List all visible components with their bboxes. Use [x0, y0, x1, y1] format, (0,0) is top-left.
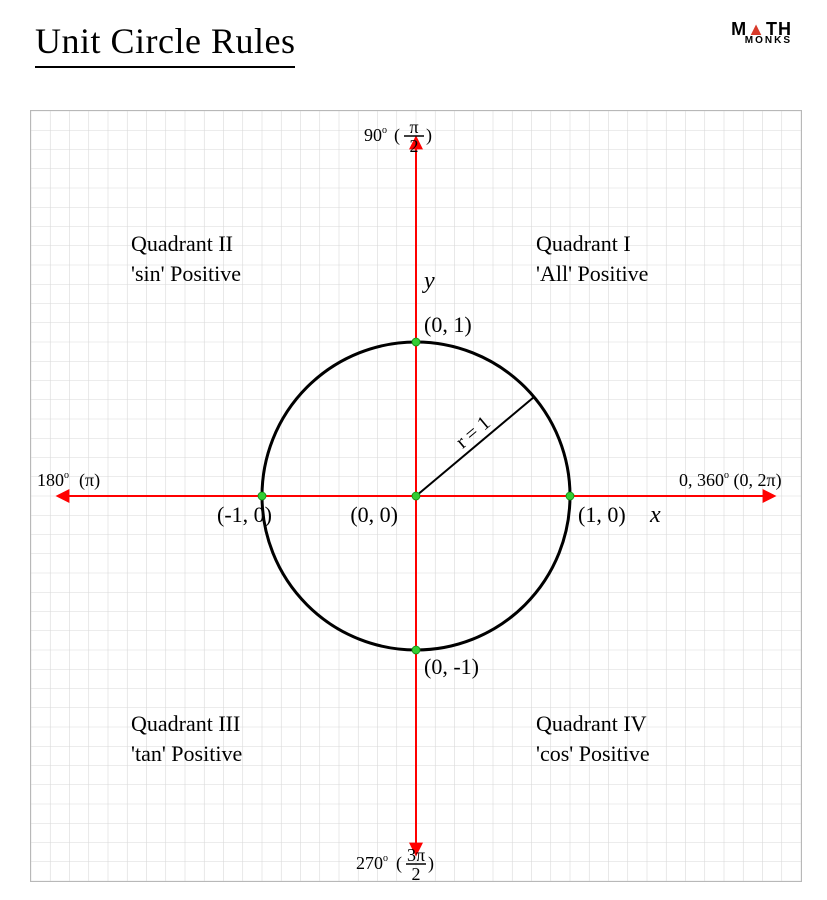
svg-text:2: 2	[410, 136, 419, 156]
svg-text:180o: 180o	[37, 470, 69, 490]
point-top	[412, 338, 420, 346]
label-bottom: (0, -1)	[424, 654, 479, 679]
label-right: (1, 0)	[578, 502, 626, 527]
quadrant-2-line1: Quadrant II	[131, 231, 233, 256]
label-center: (0, 0)	[350, 502, 398, 527]
quadrant-2-line2: 'sin' Positive	[131, 261, 241, 286]
unit-circle-diagram: r = 1(0, 0)(1, 0)(0, 1)(-1, 0)(0, -1)xy9…	[30, 110, 802, 882]
label-left: (-1, 0)	[217, 502, 272, 527]
quadrant-1-line2: 'All' Positive	[536, 261, 648, 286]
label-top: (0, 1)	[424, 312, 472, 337]
angle-label-top: 90o ( π2)	[364, 117, 432, 156]
page-title: Unit Circle Rules	[35, 20, 295, 68]
svg-text:270o: 270o	[356, 853, 388, 873]
svg-text:): )	[426, 125, 432, 146]
point-center	[412, 492, 420, 500]
point-bottom	[412, 646, 420, 654]
svg-text:0, 360o (0, 2π): 0, 360o (0, 2π)	[679, 470, 782, 491]
angle-label-left: 180o (π)	[37, 470, 100, 491]
angle-label-bottom: 270o (3π2)	[356, 845, 434, 881]
svg-text:90o: 90o	[364, 125, 387, 145]
quadrant-3-line1: Quadrant III	[131, 711, 240, 736]
point-right	[566, 492, 574, 500]
svg-text:): )	[428, 853, 434, 874]
svg-text:π: π	[409, 117, 418, 137]
brand-logo: M▲TH MONKS	[731, 20, 792, 46]
point-left	[258, 492, 266, 500]
quadrant-1-line1: Quadrant I	[536, 231, 631, 256]
svg-text:(: (	[394, 125, 400, 146]
angle-label-right: 0, 360o (0, 2π)	[679, 470, 782, 491]
svg-text:3π: 3π	[407, 845, 425, 865]
quadrant-4-line2: 'cos' Positive	[536, 741, 650, 766]
svg-text:(π): (π)	[79, 470, 100, 491]
y-axis-label: y	[422, 268, 435, 294]
radius-line	[416, 397, 534, 496]
svg-text:2: 2	[412, 864, 421, 881]
svg-text:(: (	[396, 853, 402, 874]
x-axis-label: x	[649, 502, 661, 528]
quadrant-3-line2: 'tan' Positive	[131, 741, 242, 766]
quadrant-4-line1: Quadrant IV	[536, 711, 647, 736]
